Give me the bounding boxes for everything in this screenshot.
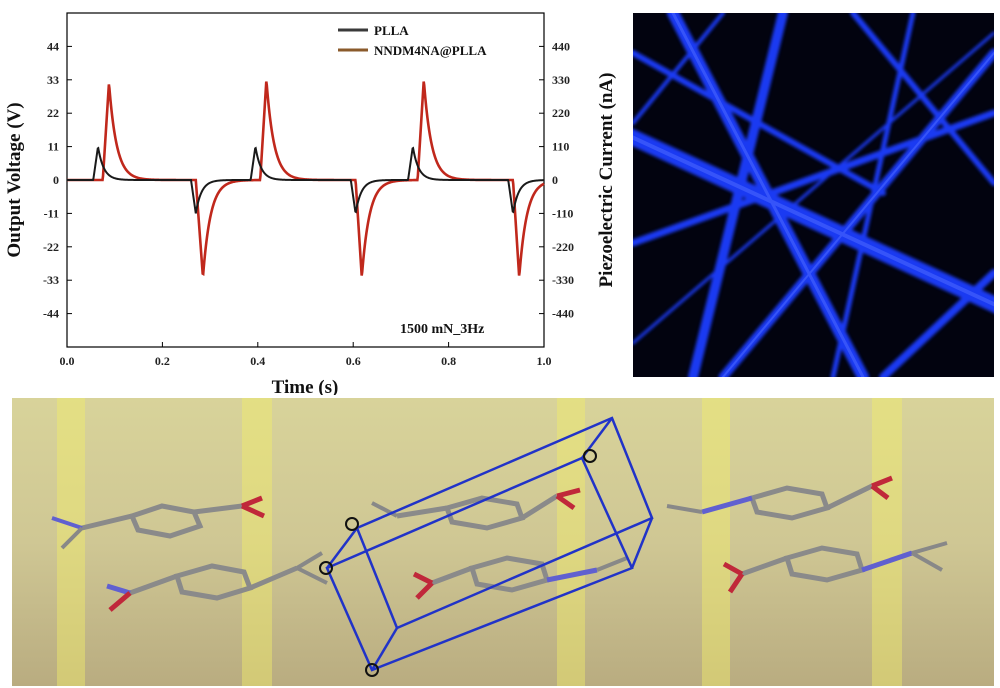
y-tick-label: -22 [43,240,59,254]
crystal-structure-image [12,398,994,686]
x-tick-label: 0.4 [250,354,265,368]
y2-axis-title: Piezoelectric Current (nA) [596,73,617,288]
y-tick-label: -11 [44,206,59,220]
right-axis-ticks: 440 330 220 110 0 -110 -220 -330 -440 [539,39,574,321]
x-tick-label: 0.2 [155,354,170,368]
condition-annotation: 1500 mN_3Hz [400,322,484,337]
molecule-6 [722,541,948,594]
x-axis-title: Time (s) [272,377,339,395]
legend: PLLA NNDM4NA@PLLA [338,23,487,58]
crystal-packing-render [12,398,994,686]
molecule-2 [106,551,328,612]
y-tick-label: 0 [53,173,59,187]
y-tick-label: -44 [43,307,59,321]
legend-label-plla: PLLA [374,23,409,38]
molecule-4 [412,555,628,600]
molecule-1 [51,495,266,550]
y-axis-title: Output Voltage (V) [4,102,25,257]
series-line-plla [67,146,545,214]
x-tick-label: 0.0 [60,354,75,368]
left-axis-ticks: 44 33 22 11 0 -11 -22 -33 -44 [43,39,72,321]
y2-tick-label: -330 [552,273,574,287]
output-voltage-chart: 44 33 22 11 0 -11 -22 -33 -44 440 330 220 110 0 -110-… [0,0,620,395]
x-axis-ticks: 0.0 0.2 0.4 0.6 0.8 1.0 [60,342,552,368]
molecule-5 [666,475,893,521]
y-tick-label: 33 [47,73,59,87]
legend-label-nndm4na: NNDM4NA@PLLA [374,43,487,58]
fluorescence-micrograph [633,13,994,377]
y-tick-label: 11 [48,140,59,154]
fiber-network-image [633,13,994,377]
y2-tick-label: 0 [552,173,558,187]
y2-tick-label: -110 [552,206,573,220]
y2-tick-label: 330 [552,73,570,87]
unit-cell-box [325,416,654,672]
y-tick-label: 22 [47,106,59,120]
series-layer [67,81,545,276]
y2-tick-label: -220 [552,240,574,254]
y-tick-label: -33 [43,273,59,287]
y2-tick-label: 440 [552,39,570,53]
x-tick-label: 0.6 [346,354,361,368]
series-line-nndm4na-plla [67,81,545,276]
y-tick-label: 44 [47,39,59,53]
y2-tick-label: 220 [552,106,570,120]
x-tick-label: 1.0 [537,354,552,368]
y2-tick-label: -440 [552,307,574,321]
x-tick-label: 0.8 [441,354,456,368]
y2-tick-label: 110 [552,140,569,154]
molecule-3 [371,487,581,531]
